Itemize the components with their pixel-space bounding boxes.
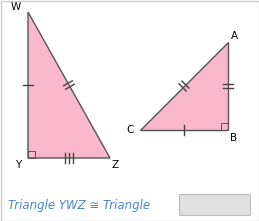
Polygon shape [28, 12, 110, 158]
Text: Z: Z [111, 160, 119, 170]
FancyBboxPatch shape [179, 194, 250, 215]
Text: C: C [126, 125, 134, 135]
Text: A: A [231, 31, 238, 41]
Bar [28, 151, 35, 158]
Text: W: W [11, 2, 21, 12]
Text: B: B [231, 133, 238, 143]
Text: Y: Y [15, 160, 21, 170]
Bar [221, 123, 228, 130]
Text: Triangle YWZ ≅ Triangle: Triangle YWZ ≅ Triangle [8, 200, 150, 213]
Polygon shape [140, 42, 228, 130]
